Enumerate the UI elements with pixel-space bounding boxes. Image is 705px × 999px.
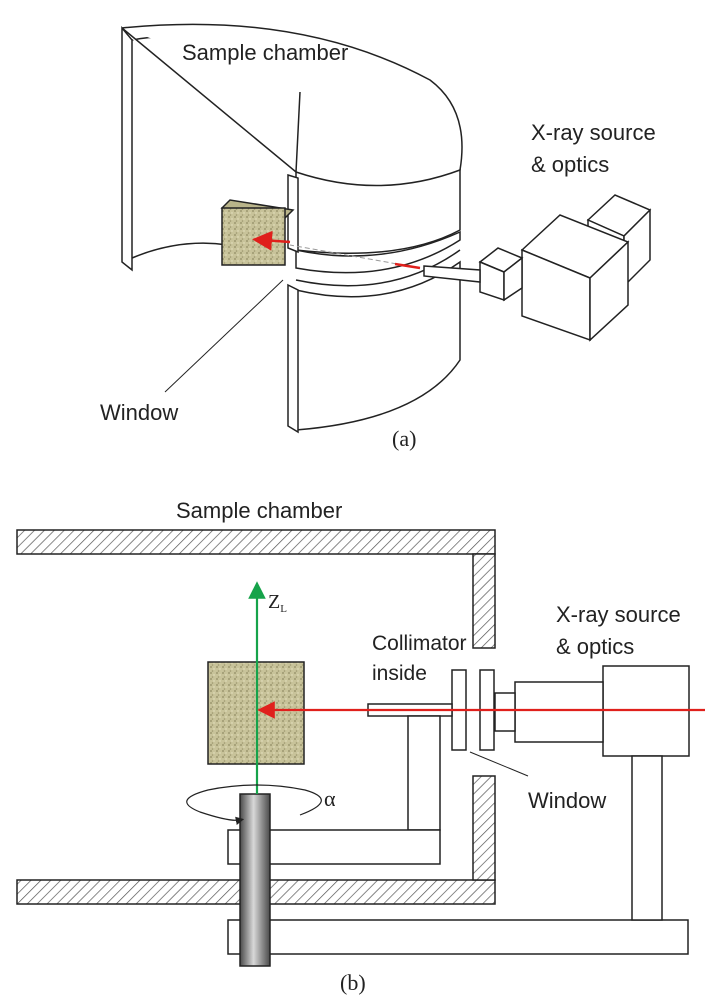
chamber-inner-curve xyxy=(131,242,229,259)
rotation-arrow-b xyxy=(186,784,322,825)
caption-a: (a) xyxy=(392,426,416,451)
z-axis-label: ZL xyxy=(268,591,287,615)
chamber-right-wall-upper-b xyxy=(472,553,496,649)
collimator-label-line1: Collimator xyxy=(372,632,467,655)
source-label-b-line1: X-ray source xyxy=(556,602,681,627)
source-nozzle-b xyxy=(514,681,604,743)
collimator-label-line2: inside xyxy=(372,662,427,685)
chamber-label-b: Sample chamber xyxy=(176,498,342,523)
chamber-label-a: Sample chamber xyxy=(182,40,348,65)
source-label-a-line2: & optics xyxy=(531,152,609,177)
sample-block xyxy=(221,207,286,266)
collimator-tube-a xyxy=(423,265,481,283)
source-label-b-line2: & optics xyxy=(556,634,634,659)
window-label-a: Window xyxy=(100,400,178,425)
base-plate-b xyxy=(227,919,689,955)
source-snout-side xyxy=(503,256,523,302)
xray-beam-red-a xyxy=(394,262,421,270)
chamber-window-wall-lower xyxy=(287,283,299,434)
window-pointer-b xyxy=(469,751,529,777)
chamber-top-wall-b xyxy=(16,529,496,555)
z-axis-subscript: L xyxy=(280,603,287,615)
panel-b xyxy=(16,529,690,967)
chamber-window-wall-upper xyxy=(287,173,299,254)
source-main-side xyxy=(589,240,629,342)
source-label-a-line1: X-ray source xyxy=(531,120,656,145)
source-stand-b xyxy=(631,755,663,921)
xray-beam-arrow-a xyxy=(252,230,291,251)
chamber-left-wall xyxy=(121,25,133,272)
chamber-lower-shell xyxy=(295,260,461,431)
window-label-b: Window xyxy=(528,788,606,813)
collimator-support-b xyxy=(407,715,441,831)
xray-beam-dashed-a xyxy=(289,244,421,269)
panel-a xyxy=(121,23,652,434)
caption-b: (b) xyxy=(340,970,366,995)
rotation-label: α xyxy=(324,786,336,811)
chamber-right-wall-lower-b xyxy=(472,775,496,881)
chamber-upper-shell xyxy=(295,168,461,255)
chamber-slot-lower xyxy=(295,249,461,287)
window-pointer-a xyxy=(164,279,284,393)
chamber-slot xyxy=(295,230,461,274)
source-collar-b xyxy=(494,692,516,732)
rotation-shaft-b xyxy=(239,793,271,967)
